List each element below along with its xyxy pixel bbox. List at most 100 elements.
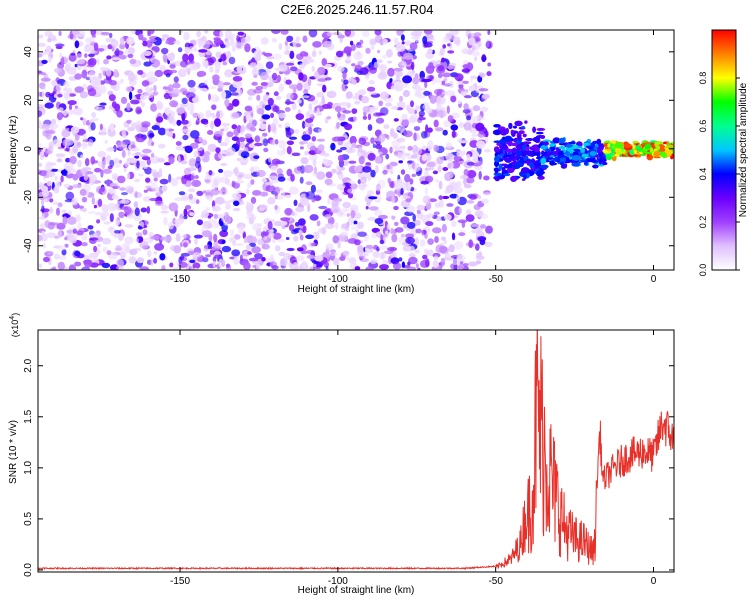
- heatmap-cell: [387, 177, 391, 184]
- heatmap-cell: [441, 236, 446, 241]
- heatmap-cell: [357, 146, 363, 154]
- heatmap-cell: [481, 93, 490, 100]
- heatmap-cell: [411, 160, 415, 170]
- heatmap-cell: [147, 30, 155, 35]
- heatmap-cell: [432, 170, 438, 175]
- heatmap-cell: [163, 216, 168, 226]
- heatmap-cell: [461, 48, 470, 55]
- heatmap-cell: [38, 263, 43, 269]
- heatmap-cell: [360, 176, 367, 184]
- heatmap-cell: [589, 151, 597, 156]
- heatmap-cell: [453, 240, 464, 250]
- heatmap-cell: [326, 116, 332, 120]
- heatmap-cell: [442, 44, 447, 49]
- heatmap-cell: [188, 158, 197, 167]
- heatmap-cell: [247, 96, 253, 101]
- heatmap-cell: [224, 136, 230, 144]
- heatmap-cell: [349, 135, 357, 145]
- heatmap-cell: [175, 145, 185, 151]
- heatmap-cell: [135, 232, 143, 237]
- heatmap-cell: [418, 110, 425, 117]
- x-tick-label: -50: [488, 576, 503, 587]
- heatmap-cell: [275, 95, 282, 101]
- heatmap-cell: [510, 129, 514, 136]
- heatmap-cell: [661, 152, 668, 159]
- heatmap-cell: [456, 150, 466, 157]
- heatmap-cell: [143, 166, 148, 170]
- heatmap-cell: [90, 30, 97, 36]
- heatmap-cell: [407, 160, 414, 164]
- heatmap-cell: [286, 168, 293, 177]
- heatmap-cell: [214, 130, 224, 137]
- heatmap-cell: [278, 64, 288, 72]
- heatmap-cell: [560, 161, 565, 166]
- heatmap-cell: [317, 66, 326, 76]
- spectrogram-y-ticks: -40 -20 0 20 40: [23, 46, 674, 253]
- heatmap-cell: [375, 183, 381, 192]
- heatmap-cell: [353, 220, 358, 225]
- heatmap-cell: [82, 83, 87, 90]
- heatmap-cell: [499, 158, 504, 162]
- heatmap-cell: [606, 148, 611, 152]
- heatmap-cell: [58, 255, 67, 261]
- heatmap-cell: [184, 205, 192, 210]
- heatmap-cell: [324, 214, 332, 220]
- heatmap-cell: [580, 147, 586, 153]
- heatmap-cell: [301, 261, 307, 268]
- heatmap-cell: [317, 128, 322, 133]
- heatmap-cell: [194, 267, 198, 270]
- heatmap-cell: [476, 140, 486, 149]
- heatmap-cell: [354, 100, 361, 105]
- heatmap-cell: [347, 238, 358, 244]
- heatmap-cell: [293, 199, 298, 206]
- heatmap-cell: [295, 36, 301, 42]
- heatmap-cell: [447, 43, 451, 47]
- heatmap-cell: [173, 245, 181, 254]
- heatmap-cell: [326, 90, 337, 99]
- heatmap-cell: [385, 153, 390, 160]
- heatmap-cell: [338, 211, 344, 216]
- heatmap-cell: [187, 188, 196, 193]
- heatmap-cell: [379, 70, 387, 77]
- heatmap-cell: [63, 87, 68, 92]
- heatmap-cell: [504, 135, 513, 142]
- heatmap-cell: [141, 148, 152, 154]
- heatmap-cell: [475, 243, 480, 251]
- heatmap-cell: [480, 224, 486, 229]
- heatmap-cell: [405, 198, 412, 203]
- heatmap-cell: [100, 31, 110, 36]
- heatmap-cell: [440, 156, 445, 162]
- heatmap-cell: [436, 66, 446, 74]
- heatmap-cell: [575, 148, 581, 152]
- heatmap-cell: [56, 222, 66, 230]
- heatmap-cell: [310, 184, 316, 193]
- heatmap-cell: [84, 53, 88, 58]
- heatmap-cell: [150, 103, 158, 112]
- heatmap-cell: [654, 141, 664, 145]
- heatmap-cell: [552, 150, 559, 157]
- heatmap-cell: [445, 152, 455, 162]
- heatmap-cell: [537, 175, 545, 180]
- heatmap-cell: [84, 158, 90, 167]
- heatmap-cell: [309, 214, 319, 221]
- heatmap-cell: [358, 137, 367, 145]
- heatmap-cell: [441, 57, 446, 63]
- heatmap-cell: [312, 41, 322, 48]
- heatmap-cell: [271, 37, 277, 43]
- heatmap-cell: [154, 69, 164, 78]
- heatmap-cell: [117, 141, 126, 150]
- heatmap-cell: [436, 109, 447, 118]
- heatmap-cell: [458, 140, 468, 144]
- heatmap-cell: [374, 35, 383, 43]
- heatmap-cell: [128, 71, 133, 78]
- heatmap-cell: [465, 209, 472, 216]
- heatmap-cell: [87, 210, 96, 215]
- heatmap-cell: [445, 90, 455, 96]
- heatmap-cell: [351, 79, 357, 85]
- x-tick-label: 0: [651, 576, 657, 587]
- heatmap-cell: [457, 100, 462, 105]
- heatmap-cell: [284, 107, 291, 112]
- heatmap-cell: [351, 63, 356, 67]
- heatmap-cell: [455, 194, 461, 202]
- heatmap-cell: [74, 73, 82, 80]
